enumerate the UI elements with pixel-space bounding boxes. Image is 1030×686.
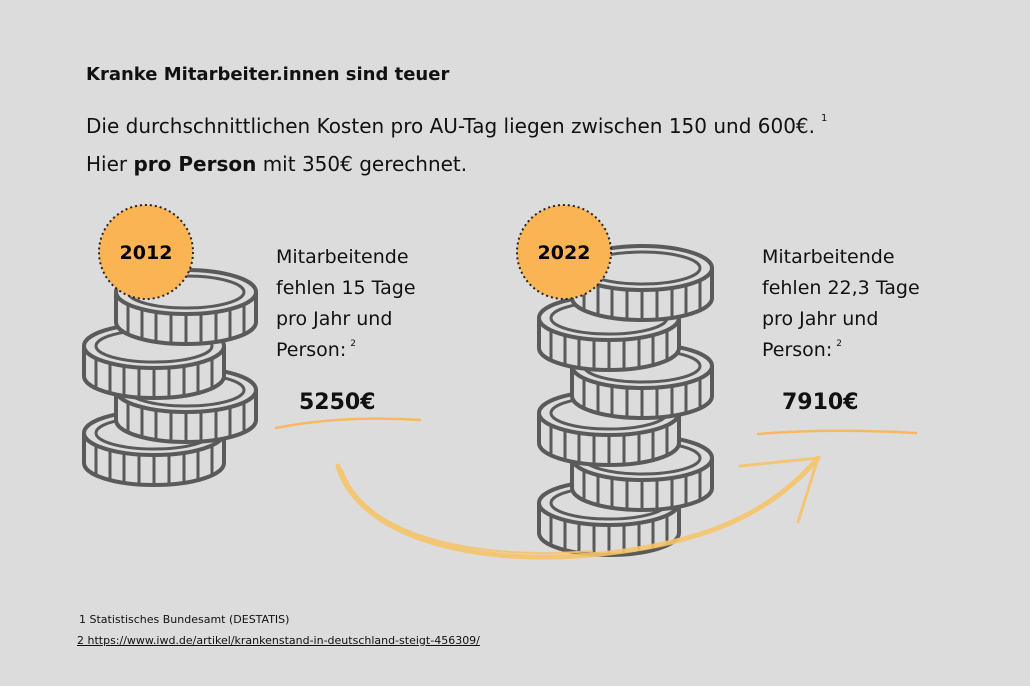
text-line: pro Jahr und [762,308,879,330]
amount-2022: 7910€ [782,390,859,415]
text-line: Mitarbeitende [276,246,409,268]
footnote-1: 1 Statistisches Bundesamt (DESTATIS) [79,613,290,626]
footnote-ref-2: 2 [836,339,842,349]
intro-line-2-bold: pro Person [133,152,257,176]
intro-line-2: Hier pro Person mit 350€ gerechnet. [86,152,467,176]
text-block-2012: Mitarbeitende fehlen 15 Tage pro Jahr un… [276,242,416,370]
year-badge-2022: 2022 [516,204,612,300]
amount-underline-left [274,417,422,430]
text-block-2022: Mitarbeitende fehlen 22,3 Tage pro Jahr … [762,242,920,370]
intro-line-1-text: Die durchschnittlichen Kosten pro AU-Tag… [86,114,816,138]
footnote-2-link[interactable]: 2 https://www.iwd.de/artikel/krankenstan… [77,634,480,647]
text-line: pro Jahr und [276,308,393,330]
text-line: Person: 2 [762,335,920,370]
text-line: fehlen 15 Tage [276,277,416,299]
year-2012-label: 2012 [120,242,173,264]
year-badge-2012: 2012 [98,204,194,300]
amount-2012: 5250€ [299,390,376,415]
footnote-ref-1: 1 [821,113,828,125]
intro-line-1: Die durchschnittlichen Kosten pro AU-Tag… [86,113,828,138]
year-2022-label: 2022 [538,242,591,264]
text-line: Person: 2 [276,335,416,370]
footnote-ref-2: 2 [350,339,356,349]
text-line: fehlen 22,3 Tage [762,277,920,299]
page-title: Kranke Mitarbeiter.innen sind teuer [86,64,450,85]
amount-underline-right [756,429,918,436]
coin-stack-2012 [82,268,258,487]
trend-arrow [335,455,821,560]
text-line: Mitarbeitende [762,246,895,268]
text-line-label: Person: [276,339,347,361]
intro-line-2-suffix: mit 350€ gerechnet. [256,152,468,176]
intro-line-2-prefix: Hier [86,152,134,176]
text-line-label: Person: [762,339,833,361]
